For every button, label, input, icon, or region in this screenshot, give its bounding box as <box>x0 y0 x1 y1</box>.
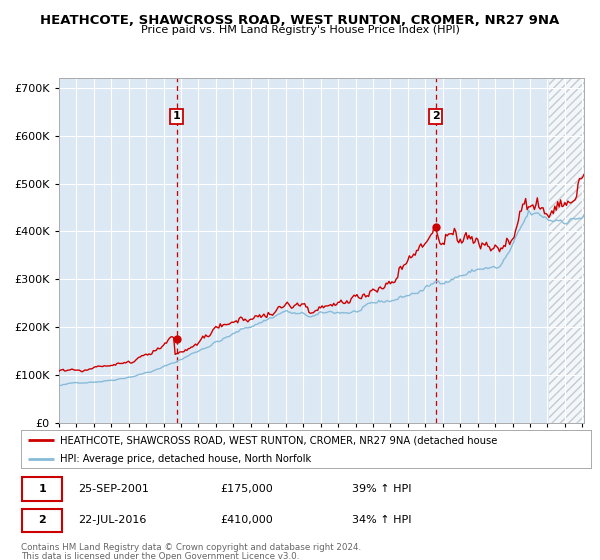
FancyBboxPatch shape <box>22 508 62 531</box>
Text: £410,000: £410,000 <box>221 515 273 525</box>
FancyBboxPatch shape <box>22 478 62 501</box>
Text: HEATHCOTE, SHAWCROSS ROAD, WEST RUNTON, CROMER, NR27 9NA: HEATHCOTE, SHAWCROSS ROAD, WEST RUNTON, … <box>40 14 560 27</box>
Text: 25-SEP-2001: 25-SEP-2001 <box>78 484 149 494</box>
Text: 1: 1 <box>173 111 181 122</box>
Bar <box>549 78 584 423</box>
Text: HEATHCOTE, SHAWCROSS ROAD, WEST RUNTON, CROMER, NR27 9NA (detached house: HEATHCOTE, SHAWCROSS ROAD, WEST RUNTON, … <box>60 435 497 445</box>
Text: 22-JUL-2016: 22-JUL-2016 <box>78 515 146 525</box>
Text: £175,000: £175,000 <box>221 484 273 494</box>
Bar <box>549 78 584 423</box>
Text: 2: 2 <box>431 111 439 122</box>
Text: Contains HM Land Registry data © Crown copyright and database right 2024.: Contains HM Land Registry data © Crown c… <box>21 543 361 552</box>
Text: Price paid vs. HM Land Registry's House Price Index (HPI): Price paid vs. HM Land Registry's House … <box>140 25 460 35</box>
Text: 34% ↑ HPI: 34% ↑ HPI <box>352 515 411 525</box>
Text: 2: 2 <box>38 515 46 525</box>
Text: 39% ↑ HPI: 39% ↑ HPI <box>352 484 411 494</box>
Text: This data is licensed under the Open Government Licence v3.0.: This data is licensed under the Open Gov… <box>21 552 299 560</box>
Text: 1: 1 <box>38 484 46 494</box>
Text: HPI: Average price, detached house, North Norfolk: HPI: Average price, detached house, Nort… <box>60 454 311 464</box>
Bar <box>549 78 584 423</box>
